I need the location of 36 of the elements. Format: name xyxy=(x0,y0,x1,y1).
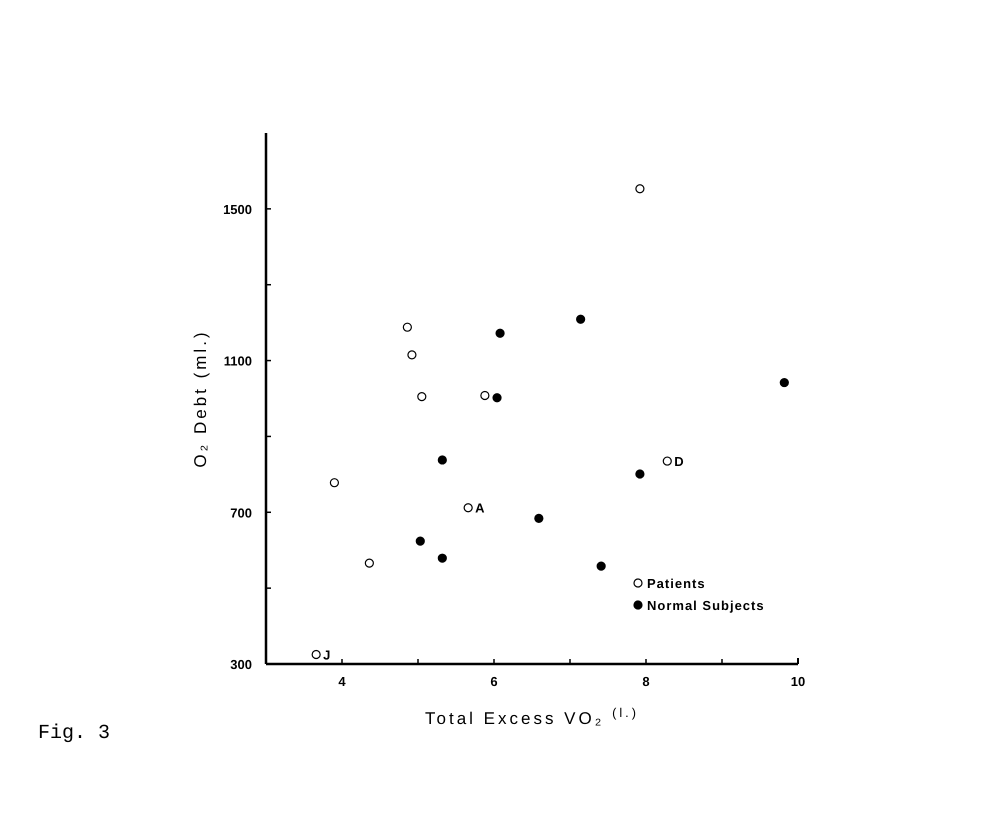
y-tick-label: 1100 xyxy=(224,354,252,369)
x-tick-label: 4 xyxy=(338,674,346,689)
point xyxy=(480,390,490,400)
point xyxy=(492,393,502,402)
point xyxy=(364,558,374,568)
point xyxy=(330,478,339,488)
point xyxy=(312,650,321,660)
y-tick-label: 1500 xyxy=(223,202,252,217)
point xyxy=(407,350,417,360)
point xyxy=(596,562,606,571)
caption: Fig. 3 xyxy=(38,722,110,745)
legend-label: Normal Subjects xyxy=(647,598,765,613)
x-axis-title: Total Excess VO₂ $^{(l.)}$ xyxy=(425,704,639,728)
annotation: J xyxy=(323,648,330,663)
point xyxy=(402,322,412,332)
y-tick-label: 700 xyxy=(230,505,252,520)
point xyxy=(438,554,447,563)
point xyxy=(576,314,586,324)
point xyxy=(417,392,426,402)
point xyxy=(662,456,672,466)
point xyxy=(495,328,505,338)
point xyxy=(780,378,789,388)
annotation: D xyxy=(674,454,684,470)
y-axis-title: O₂ Debt (ml.) xyxy=(191,329,210,468)
point xyxy=(416,536,425,546)
point xyxy=(438,455,447,465)
legend-label: Patients xyxy=(647,576,706,591)
point xyxy=(635,184,645,194)
point xyxy=(534,514,544,523)
y-tick-label: 300 xyxy=(230,657,252,672)
x-tick-label: 10 xyxy=(790,674,806,689)
x-tick-label: 6 xyxy=(490,674,498,689)
x-tick-label: 8 xyxy=(642,674,650,689)
point xyxy=(635,469,645,479)
point xyxy=(464,503,473,512)
annotation: A xyxy=(475,500,486,516)
